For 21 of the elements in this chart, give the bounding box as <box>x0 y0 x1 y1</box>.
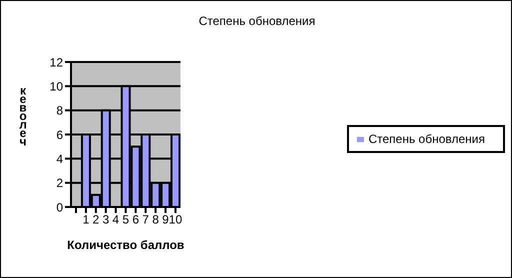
y-tick-label: 12 <box>50 55 64 70</box>
y-tick-label: 4 <box>56 152 64 166</box>
x-tick-label: 4 <box>112 212 120 227</box>
y-tick-label: 6 <box>56 128 64 142</box>
y-tick-label: 0 <box>56 200 64 214</box>
text: Степень обновления <box>198 14 316 28</box>
y-tick-label: 10 <box>50 79 64 94</box>
x-tick-label: 6 <box>132 212 140 227</box>
x-tick-label: 2 <box>92 212 100 227</box>
x-tick-label: 9 <box>162 212 170 227</box>
x-tick-label: 7 <box>142 212 150 227</box>
x-tick-label: 1 <box>82 212 90 227</box>
y-axis-title: кеволеч <box>19 84 27 148</box>
x-tick-label: 8 <box>152 212 160 227</box>
x-tick-label: 5 <box>122 212 130 227</box>
x-axis-title: Количество баллов <box>67 238 184 252</box>
y-tick-label: 8 <box>56 104 64 118</box>
x-tick-label: 10 <box>168 212 182 227</box>
y-tick-label: 2 <box>56 176 64 190</box>
x-tick-label: 3 <box>102 212 110 227</box>
legend-label: Степень обновления <box>368 132 485 146</box>
